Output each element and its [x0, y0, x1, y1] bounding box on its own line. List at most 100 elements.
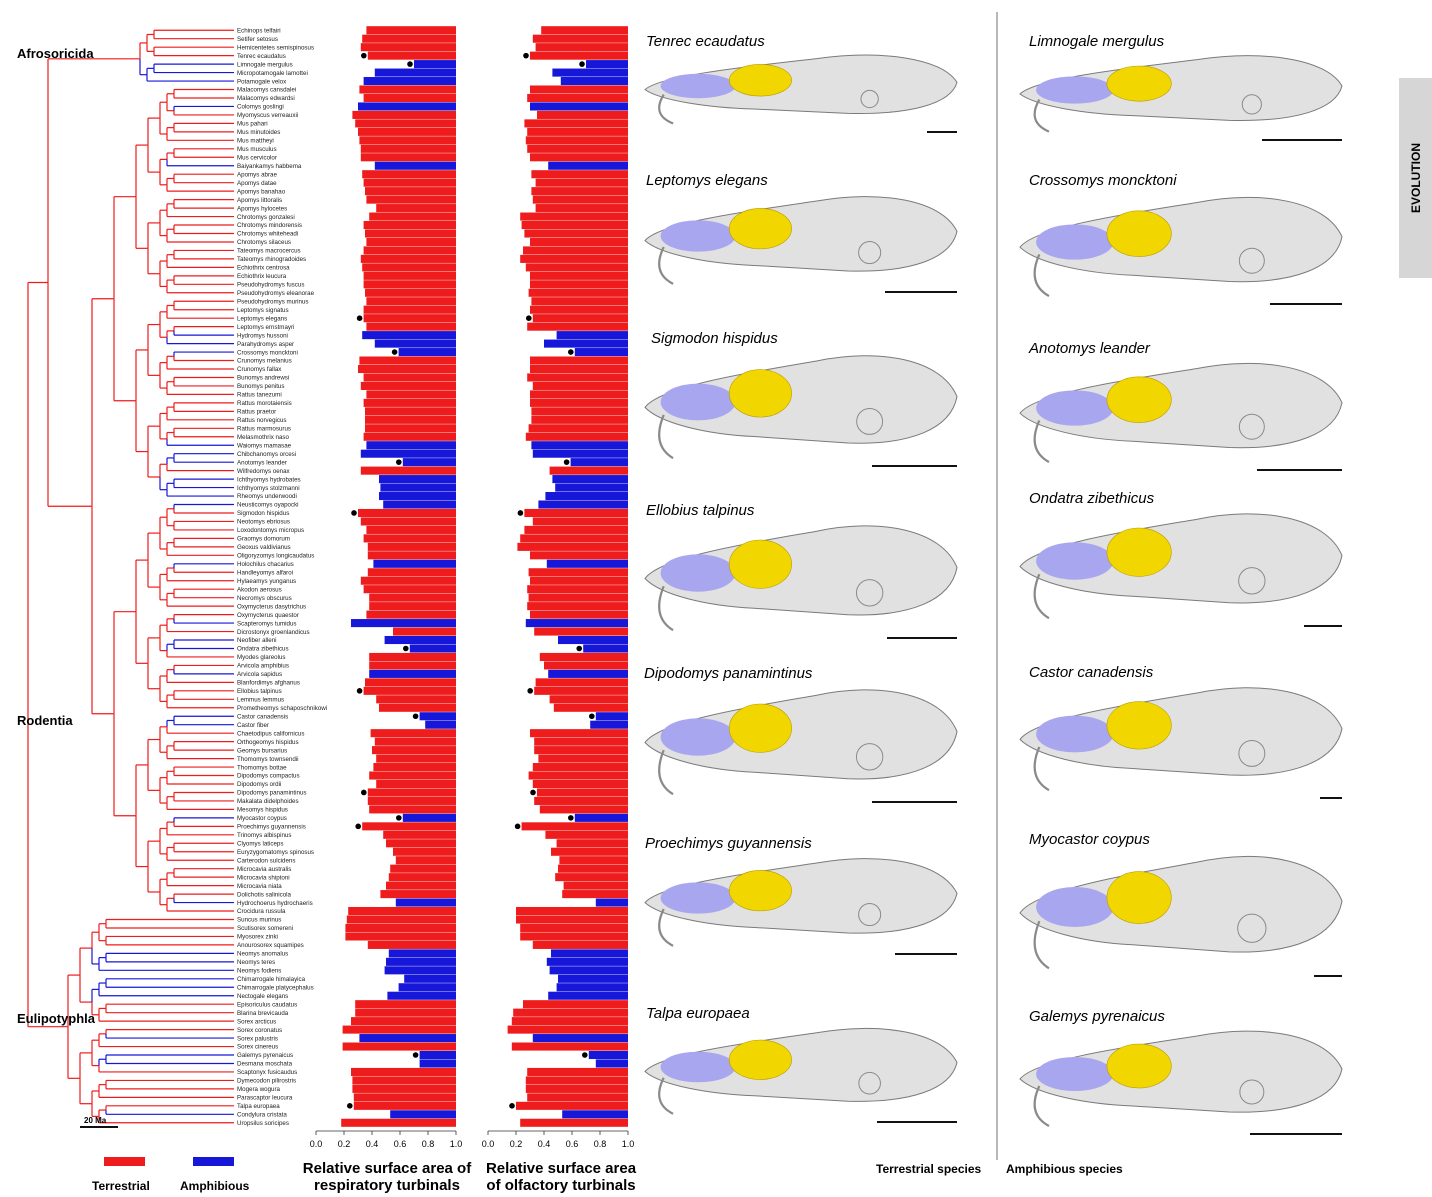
olfactory-bar	[563, 881, 628, 890]
species-name: Neofiber alleni	[237, 637, 277, 644]
respiratory-bar	[351, 1067, 456, 1076]
olfactory-bar	[539, 652, 628, 661]
respiratory-marker-dot	[355, 823, 362, 830]
species-name: Nectogale elegans	[237, 993, 288, 1000]
respiratory-turbinal	[1036, 390, 1114, 426]
olfactory-bar	[534, 627, 628, 636]
olfactory-bar	[545, 492, 628, 501]
respiratory-bar	[404, 974, 456, 983]
species-name: Tateomys rhinogradoides	[237, 256, 306, 263]
olfactory-bar	[541, 26, 628, 35]
respiratory-marker-dot	[396, 459, 402, 465]
species-name: Apomys hylocetes	[237, 205, 287, 212]
respiratory-bar	[367, 568, 456, 577]
olfactory-bar	[520, 1118, 628, 1127]
respiratory-bar	[358, 102, 456, 111]
olfactory-bar	[574, 348, 628, 357]
species-name: Castor canadensis	[237, 713, 288, 720]
olfactory-bar	[534, 746, 628, 755]
species-name: Apomys littoralis	[237, 197, 282, 204]
species-name: Chimarrogale himalayica	[237, 976, 306, 983]
olfactory-marker-dot	[523, 52, 529, 59]
respiratory-bar	[386, 881, 456, 890]
respiratory-bar	[363, 271, 456, 280]
olfactory-bar	[527, 602, 628, 611]
skull-label-terrestrial: Talpa europaea	[646, 1005, 750, 1022]
skull-label-terrestrial: Leptomys elegans	[646, 172, 768, 189]
species-name: Mogera wogura	[237, 1086, 281, 1093]
respiratory-bar	[359, 356, 456, 365]
species-name: Uropsilus soricipes	[237, 1120, 289, 1127]
respiratory-marker-dot	[391, 349, 398, 355]
respiratory-bar	[390, 1110, 456, 1119]
olfactory-bar	[523, 246, 628, 255]
species-name: Dipodomys panamintinus	[237, 790, 306, 797]
respiratory-bar	[366, 610, 456, 619]
olfactory-bar	[527, 585, 628, 594]
olfactory-bar	[556, 839, 628, 848]
olfactory-bar	[537, 110, 628, 119]
olfactory-tick-label: 0.0	[482, 1139, 495, 1149]
respiratory-bar	[362, 170, 456, 179]
respiratory-bar	[352, 1076, 456, 1085]
skull-outline	[644, 858, 958, 934]
clade-label-rodentia: Rodentia	[17, 713, 73, 728]
respiratory-bar	[366, 26, 456, 35]
respiratory-turbinal	[1036, 76, 1114, 104]
respiratory-turbinal	[1036, 1057, 1114, 1091]
species-name: Rattus tanezumi	[237, 392, 282, 399]
species-name: Necromys obscurus	[237, 595, 292, 602]
respiratory-bar	[365, 407, 456, 416]
olfactory-bar	[552, 475, 628, 484]
respiratory-bar	[383, 500, 456, 509]
olfactory-bar	[528, 568, 628, 577]
respiratory-bar	[355, 119, 456, 128]
respiratory-bar	[419, 1059, 456, 1068]
section-tab-evolution: EVOLUTION	[1399, 78, 1432, 278]
olfactory-bar	[527, 373, 628, 382]
skull-label-amphibious: Ondatra zibethicus	[1029, 490, 1155, 507]
respiratory-bar	[352, 110, 456, 119]
respiratory-bar	[363, 178, 456, 187]
section-tab-label: EVOLUTION	[1408, 142, 1423, 214]
respiratory-bar	[358, 127, 456, 136]
respiratory-bar	[355, 1008, 456, 1017]
olfactory-bar	[530, 85, 628, 94]
olfactory-marker-dot	[589, 713, 595, 720]
olfactory-turbinal-bar-chart: 0.0 0.2 0.4 0.6 0.8 1.0	[482, 26, 634, 1149]
olfactory-turbinal	[1106, 701, 1172, 750]
respiratory-bar	[346, 915, 456, 924]
olfactory-bar	[546, 559, 628, 568]
olfactory-bar	[527, 144, 628, 153]
respiratory-bar	[365, 288, 456, 297]
olfactory-bar	[535, 678, 628, 687]
species-name: Baiyankamys habbema	[237, 163, 302, 170]
respiratory-marker-dot	[407, 61, 413, 67]
respiratory-bar	[374, 737, 456, 746]
species-name: Anotomys leander	[237, 459, 287, 466]
respiratory-bar	[366, 441, 456, 450]
respiratory-bar	[367, 796, 456, 805]
olfactory-turbinal	[1106, 376, 1172, 423]
olfactory-bar	[583, 644, 628, 653]
respiratory-bar	[390, 864, 456, 873]
respiratory-bar	[360, 153, 456, 162]
incisor	[658, 908, 674, 947]
olfactory-turbinal	[1106, 527, 1172, 577]
respiratory-bar	[380, 483, 456, 492]
species-name: Trinomys albispinus	[237, 832, 291, 839]
respiratory-bar	[348, 907, 456, 916]
olfactory-bar	[528, 424, 628, 433]
respiratory-bar	[358, 364, 456, 374]
respiratory-tick-label: 0.0	[310, 1139, 323, 1149]
incisor	[1033, 1085, 1050, 1127]
respiratory-bar	[366, 525, 456, 534]
species-name: Holochilus chacarius	[237, 561, 294, 568]
species-name: Thomomys bottae	[237, 764, 287, 771]
respiratory-bar	[363, 280, 456, 289]
species-name: Microcavia australis	[237, 866, 291, 873]
skull-label-terrestrial: Dipodomys panamintinus	[644, 665, 813, 682]
respiratory-marker-dot	[412, 1052, 419, 1058]
respiratory-bar	[369, 212, 456, 221]
respiratory-bar	[360, 381, 456, 390]
